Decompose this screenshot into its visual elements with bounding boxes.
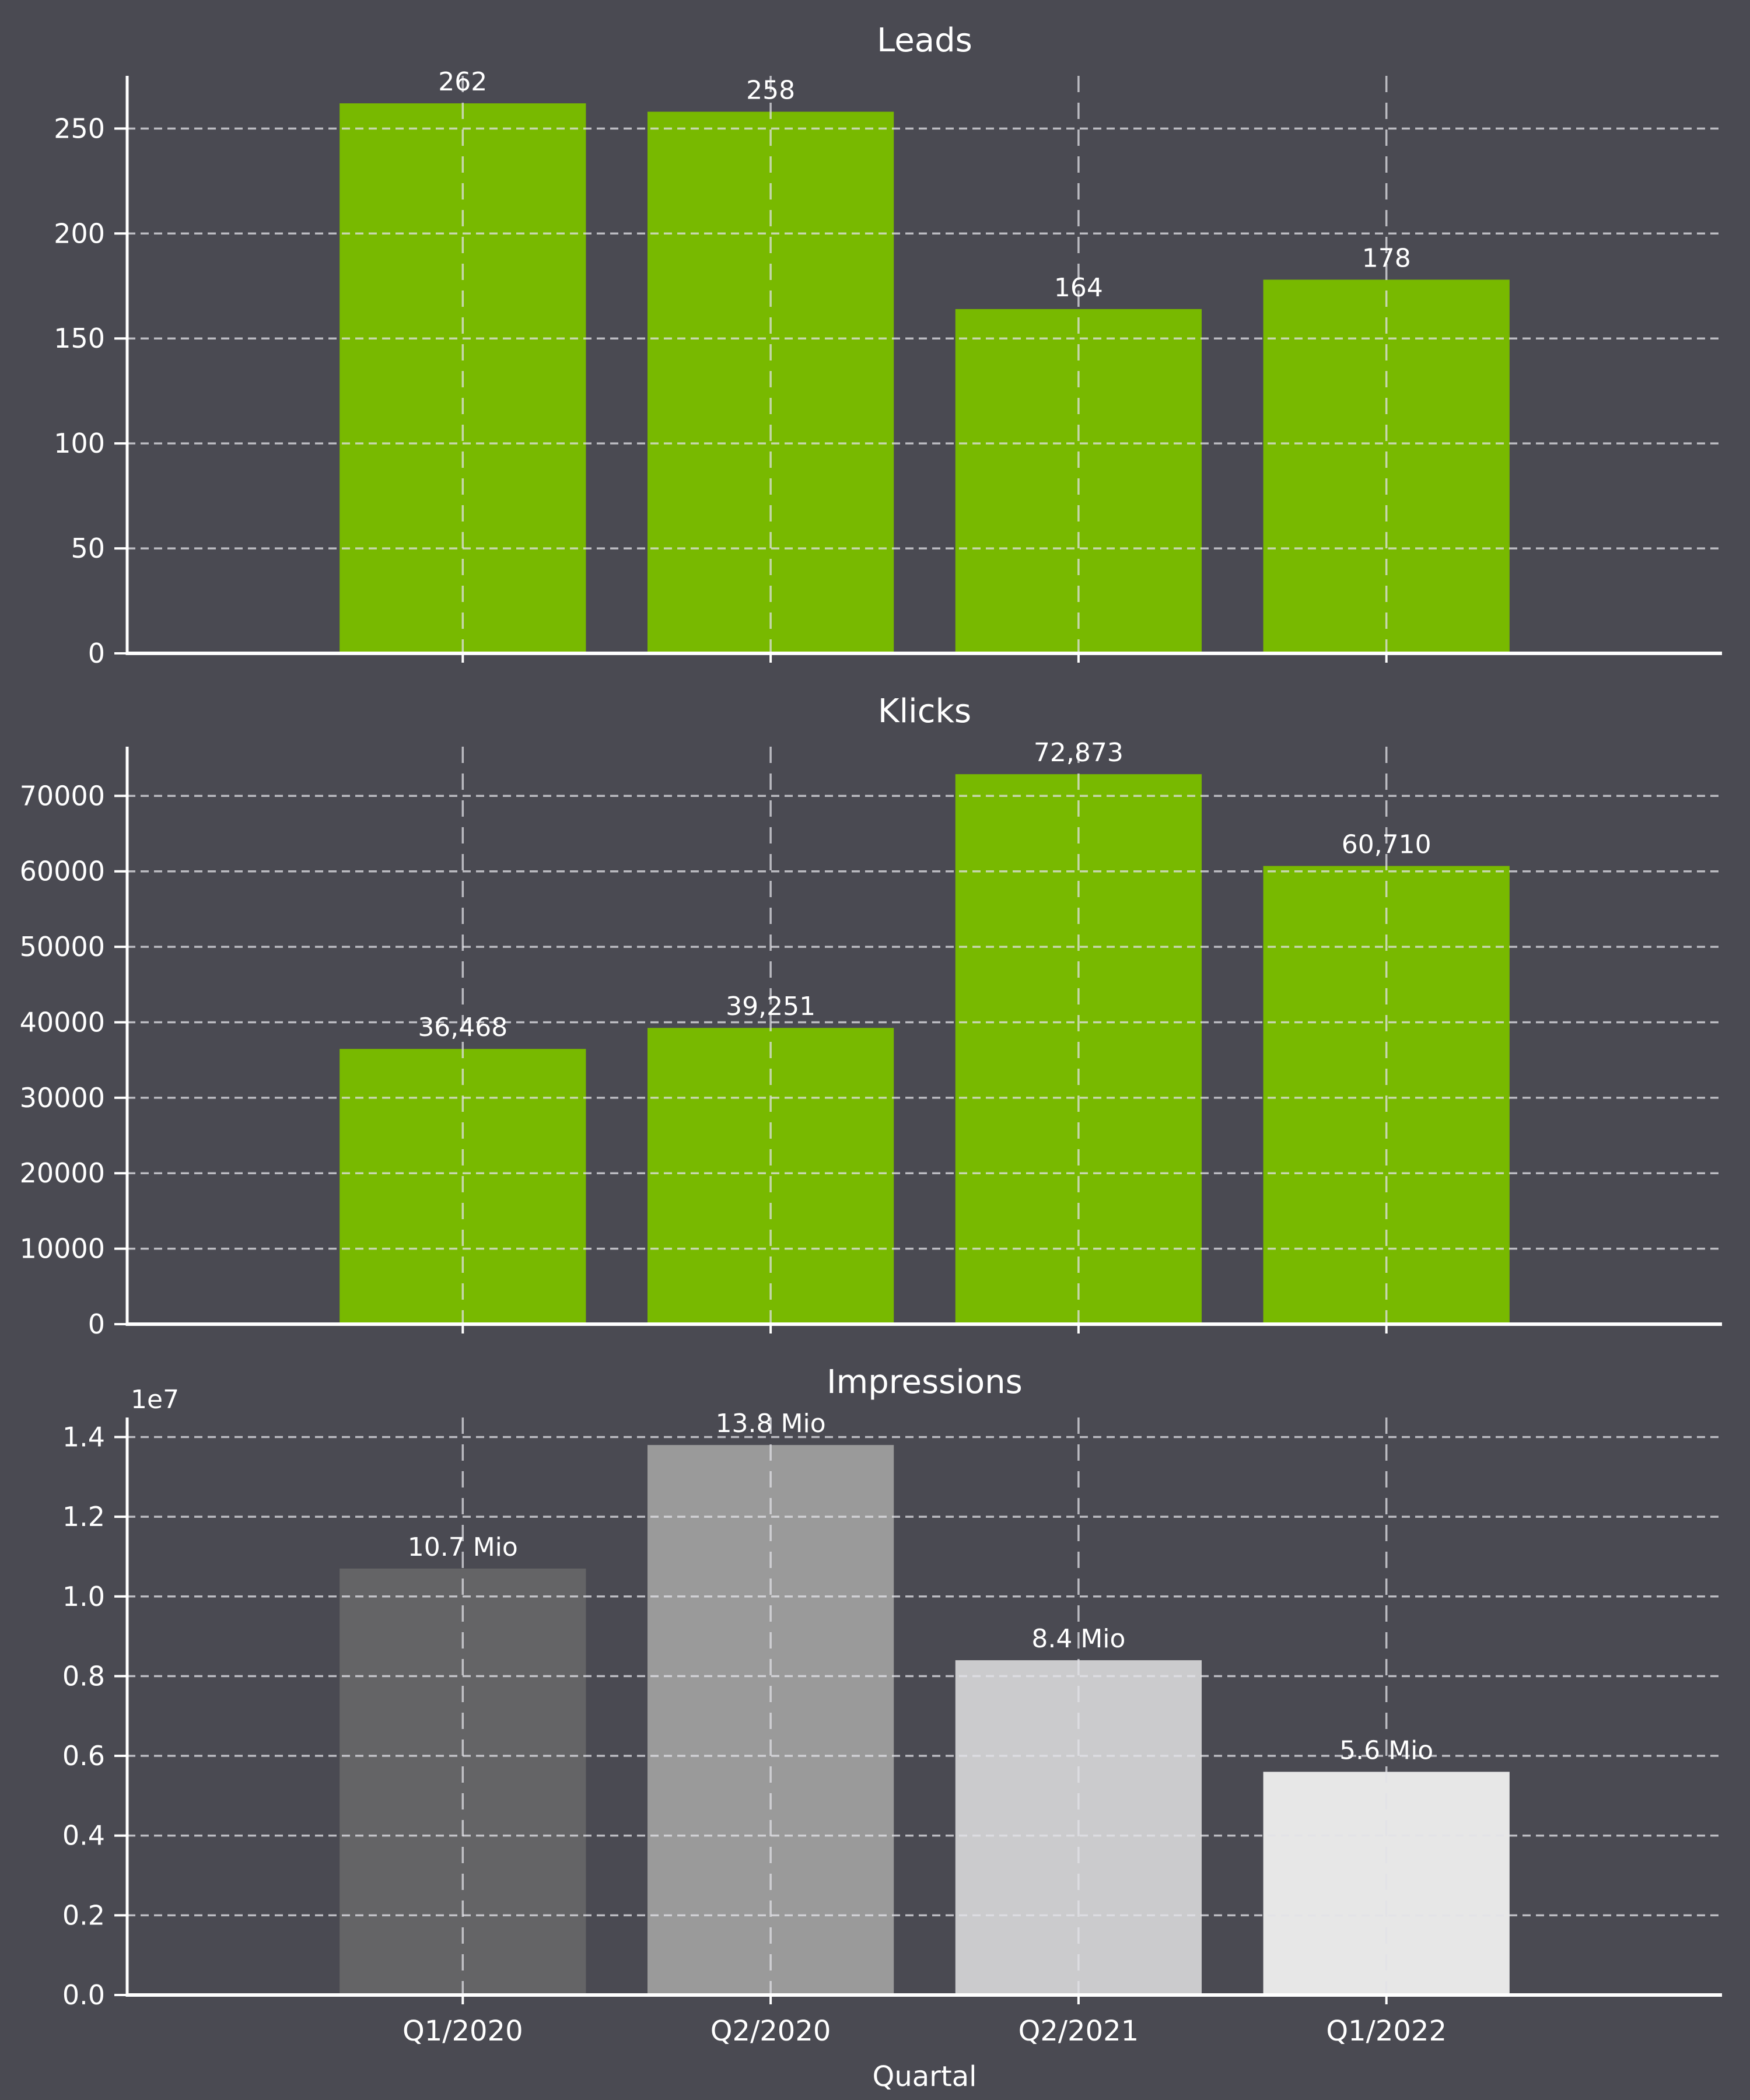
y-tick-label: 0.6 bbox=[62, 1740, 105, 1772]
bar-value-label: 36,468 bbox=[418, 1013, 508, 1042]
x-tick-label: Q1/2020 bbox=[402, 2015, 523, 2048]
bar-value-label: 262 bbox=[438, 67, 487, 97]
y-tick-label: 0 bbox=[88, 638, 105, 669]
y-tick-label: 70000 bbox=[20, 780, 105, 811]
y-tick-label: 40000 bbox=[20, 1006, 105, 1038]
bar-value-label: 5.6 Mio bbox=[1339, 1735, 1433, 1765]
chart-impressions: Impressions 1e7 0.0 0.2 0.4 0.6 0.8 1.0 1.2 1.4… bbox=[0, 1359, 1750, 2100]
bar-value-label: 10.7 Mio bbox=[408, 1532, 518, 1562]
y-tick-label: 0.4 bbox=[62, 1820, 105, 1852]
chart-title-leads: Leads bbox=[877, 22, 972, 60]
bar-value-label: 164 bbox=[1054, 273, 1103, 303]
y-tick-label: 1.0 bbox=[62, 1581, 105, 1612]
bar-value-label: 8.4 Mio bbox=[1031, 1624, 1125, 1654]
y-tick-label: 30000 bbox=[20, 1082, 105, 1114]
y-tick-label: 1.4 bbox=[62, 1421, 105, 1452]
y-tick-label: 20000 bbox=[20, 1157, 105, 1189]
bar-value-label: 13.8 Mio bbox=[716, 1409, 826, 1438]
x-tick-label: Q1/2022 bbox=[1326, 2015, 1447, 2048]
y-tick-label: 0.2 bbox=[62, 1899, 105, 1931]
y-tick-label: 50000 bbox=[20, 931, 105, 963]
chart-leads: Leads 0 50 100 150 200 250 262 258 164 178 bbox=[0, 0, 1750, 688]
y-tick-label: 1.2 bbox=[62, 1501, 105, 1532]
y-tick-label: 0.8 bbox=[62, 1660, 105, 1692]
chart-klicks: Klicks 0 10000 20000 30000 40000 50000 60000 70… bbox=[0, 688, 1750, 1359]
y-tick-label: 150 bbox=[54, 323, 105, 354]
bar-value-label: 258 bbox=[746, 76, 795, 106]
y-tick-label: 100 bbox=[54, 428, 105, 459]
bar-value-label: 178 bbox=[1362, 243, 1411, 273]
chart-title-impressions: Impressions bbox=[827, 1363, 1023, 1401]
y-tick-label: 200 bbox=[54, 218, 105, 249]
x-tick-label: Q2/2021 bbox=[1019, 2015, 1139, 2048]
y-tick-label: 0 bbox=[88, 1308, 105, 1340]
y-tick-label: 0.0 bbox=[62, 1979, 105, 2011]
y-tick-label: 60000 bbox=[20, 856, 105, 887]
bar-value-label: 72,873 bbox=[1034, 738, 1124, 768]
x-axis-label: Quartal bbox=[872, 2060, 977, 2093]
y-axis-offset-label: 1e7 bbox=[131, 1385, 180, 1415]
bar-value-label: 60,710 bbox=[1342, 830, 1432, 860]
chart-plot-impressions: 0.0 0.2 0.4 0.6 0.8 1.0 1.2 1.4 Q1/2020 Q2/2020 Q2… bbox=[62, 1409, 1722, 2048]
y-tick-label: 250 bbox=[54, 113, 105, 144]
chart-title-klicks: Klicks bbox=[877, 692, 972, 730]
bar-value-label: 39,251 bbox=[726, 992, 816, 1021]
x-tick-label: Q2/2020 bbox=[710, 2015, 831, 2048]
y-tick-label: 50 bbox=[71, 533, 105, 564]
chart-plot-klicks: 0 10000 20000 30000 40000 50000 60000 70000 36,4… bbox=[20, 738, 1722, 1340]
chart-plot-leads: 0 50 100 150 200 250 262 258 164 178 bbox=[54, 67, 1722, 669]
y-tick-label: 10000 bbox=[20, 1233, 105, 1265]
